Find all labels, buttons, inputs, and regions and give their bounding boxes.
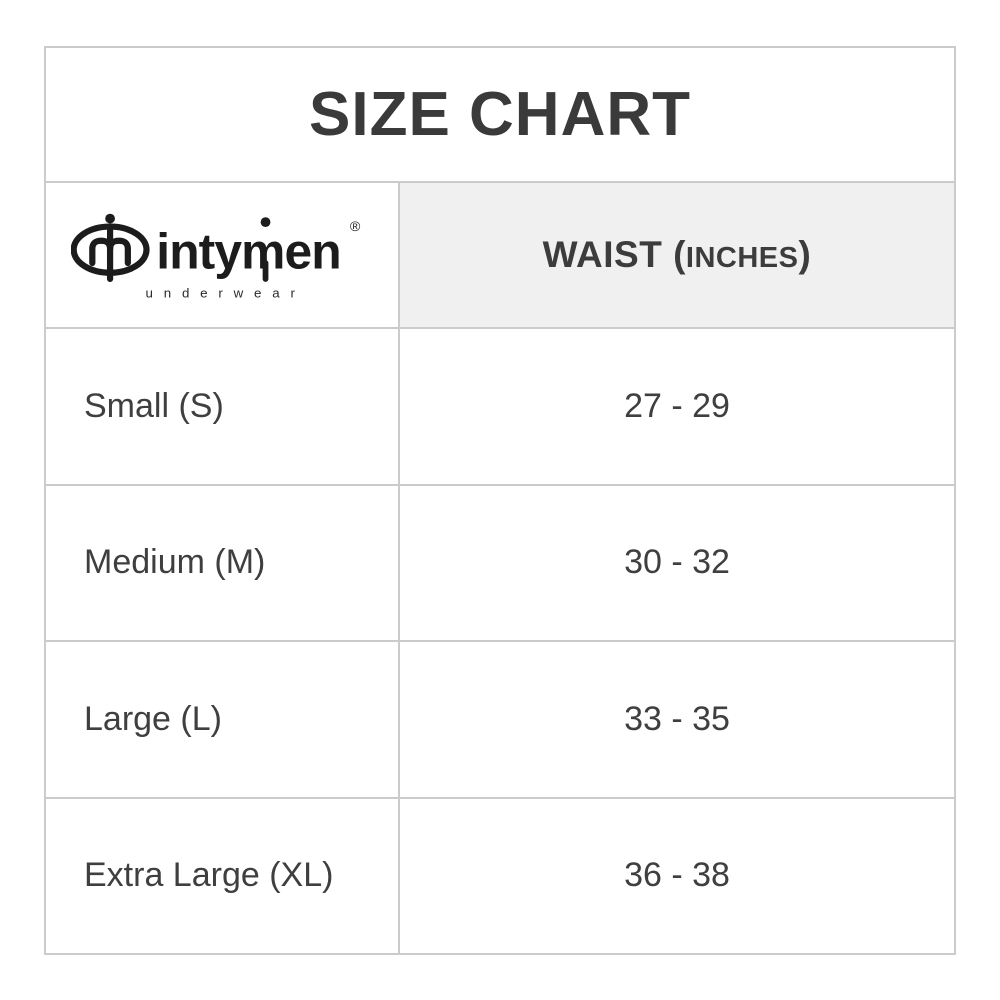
waist-header-unit: INCHES [685,242,799,274]
size-cell: Small (S) [46,329,400,484]
brand-name: intymen [156,223,340,279]
table-row: Extra Large (XL) 36 - 38 [46,798,954,954]
waist-value: 33 - 35 [624,699,730,738]
logo-mark-icon [71,213,150,283]
size-label: Small (S) [84,386,224,425]
size-label: Large (L) [84,699,222,738]
waist-header-suffix: ) [798,234,812,275]
page-title: SIZE CHART [309,80,691,149]
waist-header-prefix: WAIST ( [542,234,686,275]
table-row: Small (S) 27 - 29 [46,329,954,486]
waist-cell: 36 - 38 [400,799,954,954]
waist-header-cell: WAIST (INCHES) [400,183,954,327]
size-cell: Large (L) [46,642,400,797]
waist-value: 30 - 32 [624,543,730,582]
brand-cell: intymen ® u n d e r w e a r [46,183,400,327]
table-row: Large (L) 33 - 35 [46,642,954,799]
size-label: Extra Large (XL) [84,856,334,895]
brand-logo: intymen ® u n d e r w e a r [71,213,361,301]
size-chart-table: SIZE CHART intymen ® u n d e r w e a r [44,46,956,955]
table-header-row: intymen ® u n d e r w e a r WAIST (INCHE… [46,183,954,329]
waist-cell: 30 - 32 [400,486,954,641]
waist-header-label: WAIST (INCHES) [543,234,812,276]
table-row: Medium (M) 30 - 32 [46,485,954,642]
size-cell: Medium (M) [46,485,400,640]
brand-tagline: u n d e r w e a r [146,286,299,301]
size-cell: Extra Large (XL) [46,798,400,953]
brand-name-accent [260,217,271,282]
waist-cell: 27 - 29 [400,329,954,484]
waist-value: 27 - 29 [624,386,730,425]
size-label: Medium (M) [84,543,266,582]
waist-value: 36 - 38 [624,856,730,895]
waist-cell: 33 - 35 [400,642,954,797]
registered-mark: ® [350,219,361,235]
title-row: SIZE CHART [46,48,954,183]
